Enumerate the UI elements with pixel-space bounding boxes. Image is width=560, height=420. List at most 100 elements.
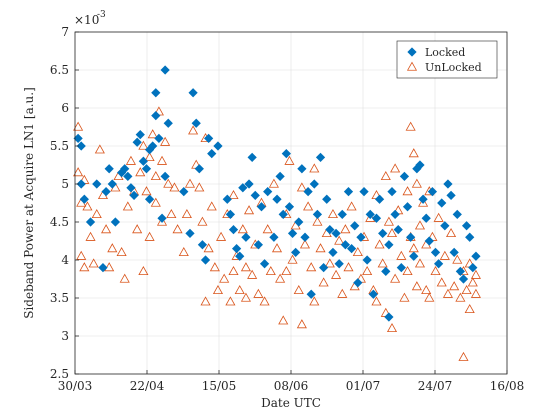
locked-point <box>325 224 335 235</box>
locked-point <box>328 247 338 258</box>
locked-point <box>434 259 444 269</box>
locked-point <box>350 221 360 231</box>
locked-point <box>213 141 223 151</box>
unlocked-point <box>203 243 214 253</box>
unlocked-point <box>470 269 481 279</box>
unlocked-point <box>433 212 444 222</box>
locked-point <box>455 266 466 277</box>
locked-point <box>381 266 391 277</box>
y-tick-label: 3 <box>61 329 69 343</box>
locked-point <box>430 247 441 258</box>
locked-point <box>424 236 434 246</box>
unlocked-point <box>247 269 258 279</box>
unlocked-point <box>340 224 351 234</box>
unlocked-point <box>144 231 155 241</box>
locked-point <box>443 179 453 189</box>
unlocked-point <box>331 269 342 279</box>
unlocked-point <box>424 292 435 302</box>
y-tick-label: 4.5 <box>50 215 69 229</box>
legend-label-unlocked: UnLocked <box>425 61 482 74</box>
unlocked-point <box>430 265 441 276</box>
unlocked-point <box>306 262 317 272</box>
unlocked-point <box>386 322 398 333</box>
y-axis-ticks: 2.5 3 3.5 4 4.5 5 5.5 6 6.5 7 <box>50 25 79 381</box>
unlocked-point <box>135 167 146 177</box>
legend-marker-locked <box>407 47 417 57</box>
unlocked-point <box>362 265 373 276</box>
unlocked-point <box>194 182 205 192</box>
locked-point <box>151 88 161 98</box>
locked-point <box>446 190 456 201</box>
unlocked-point <box>421 284 432 295</box>
unlocked-point <box>209 262 220 272</box>
locked-point <box>204 133 214 144</box>
locked-point <box>129 190 139 201</box>
unlocked-point <box>144 151 155 162</box>
unlocked-point <box>243 205 255 215</box>
locked-point <box>163 118 173 128</box>
unlocked-point <box>234 284 245 295</box>
x-tick-label: 15/05 <box>202 379 237 393</box>
locked-point <box>194 164 204 174</box>
locked-point <box>92 179 102 189</box>
locked-point <box>353 278 363 288</box>
locked-point <box>300 232 310 242</box>
unlocked-point <box>386 227 398 238</box>
locked-point <box>356 232 366 242</box>
locked-point <box>415 160 425 170</box>
unlocked-point <box>141 186 152 196</box>
unlocked-point <box>402 186 413 196</box>
locked-point <box>263 186 273 197</box>
locked-point <box>256 202 267 212</box>
locked-point <box>471 251 481 261</box>
unlocked-point <box>156 155 168 165</box>
locked-point <box>244 179 254 189</box>
locked-point <box>319 262 329 273</box>
locked-point <box>200 255 211 265</box>
locked-point <box>315 152 326 163</box>
locked-point <box>309 179 319 189</box>
unlocked-point <box>138 265 149 276</box>
locked-point <box>409 251 419 261</box>
locked-point <box>126 183 136 193</box>
locked-point <box>287 228 298 239</box>
unlocked-point <box>156 216 168 226</box>
locked-point <box>85 217 96 227</box>
unlocked-point <box>296 319 307 329</box>
locked-point <box>343 186 354 197</box>
legend-marker-unlocked <box>406 61 418 71</box>
unlocked-point <box>309 296 320 306</box>
unlocked-point <box>380 170 391 181</box>
x-axis-label: Date UTC <box>261 396 321 410</box>
unlocked-point <box>414 220 426 230</box>
unlocked-point <box>225 296 236 306</box>
unlocked-point <box>101 224 112 234</box>
unlocked-point <box>271 243 283 253</box>
unlocked-point <box>147 129 158 139</box>
locked-point <box>247 152 257 163</box>
unlocked-point <box>414 258 426 268</box>
unlocked-point <box>253 288 264 298</box>
locked-point <box>123 171 133 182</box>
unlocked-point <box>303 201 314 211</box>
locked-point <box>120 164 130 174</box>
unlocked-point <box>461 284 472 295</box>
locked-point <box>275 171 285 182</box>
unlocked-point <box>411 281 422 291</box>
locked-point <box>98 262 108 273</box>
unlocked-point <box>402 265 413 276</box>
locked-point <box>185 228 195 239</box>
unlocked-point <box>318 277 329 287</box>
unlocked-point <box>138 140 149 150</box>
unlocked-point <box>197 216 208 226</box>
locked-point <box>399 171 410 182</box>
unlocked-point <box>82 201 93 211</box>
locked-point <box>371 213 382 223</box>
locked-point <box>222 194 232 204</box>
y-tick-label: 6.5 <box>50 63 69 77</box>
unlocked-point <box>240 292 251 302</box>
locked-point <box>340 240 351 250</box>
unlocked-point <box>79 262 90 272</box>
locked-point <box>306 289 316 299</box>
locked-point <box>76 141 86 151</box>
